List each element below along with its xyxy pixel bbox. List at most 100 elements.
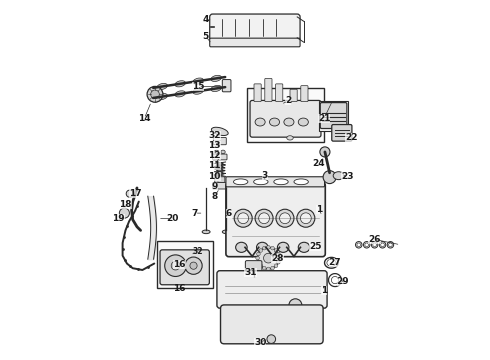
Ellipse shape bbox=[221, 150, 225, 154]
FancyBboxPatch shape bbox=[290, 89, 297, 102]
Text: 19: 19 bbox=[112, 214, 124, 223]
Ellipse shape bbox=[270, 118, 280, 126]
Ellipse shape bbox=[298, 242, 310, 252]
Text: 28: 28 bbox=[271, 254, 284, 263]
Text: 26: 26 bbox=[368, 235, 381, 244]
Ellipse shape bbox=[294, 179, 308, 185]
FancyBboxPatch shape bbox=[160, 250, 209, 285]
Circle shape bbox=[276, 252, 280, 256]
Circle shape bbox=[271, 266, 274, 270]
Text: 11: 11 bbox=[208, 161, 220, 171]
Text: 16: 16 bbox=[173, 284, 186, 293]
FancyBboxPatch shape bbox=[226, 177, 324, 187]
Circle shape bbox=[387, 242, 393, 248]
FancyBboxPatch shape bbox=[254, 84, 261, 102]
Text: 17: 17 bbox=[129, 189, 142, 198]
Circle shape bbox=[165, 255, 186, 276]
Circle shape bbox=[147, 86, 163, 102]
Text: 8: 8 bbox=[211, 192, 218, 201]
Circle shape bbox=[259, 213, 270, 224]
Circle shape bbox=[323, 171, 336, 184]
Text: 6: 6 bbox=[226, 209, 232, 217]
Text: 7: 7 bbox=[192, 209, 198, 217]
Ellipse shape bbox=[193, 78, 203, 84]
Circle shape bbox=[120, 208, 129, 218]
Ellipse shape bbox=[236, 242, 247, 252]
Text: 13: 13 bbox=[208, 141, 220, 150]
Text: 32: 32 bbox=[208, 131, 220, 140]
Ellipse shape bbox=[211, 127, 228, 135]
Circle shape bbox=[259, 264, 263, 267]
Circle shape bbox=[256, 256, 259, 260]
Circle shape bbox=[300, 213, 311, 224]
Text: 32: 32 bbox=[192, 248, 203, 256]
Text: 25: 25 bbox=[309, 242, 321, 251]
Ellipse shape bbox=[175, 91, 186, 97]
Text: 22: 22 bbox=[345, 134, 357, 143]
Text: 5: 5 bbox=[202, 32, 209, 41]
Ellipse shape bbox=[255, 118, 265, 126]
Ellipse shape bbox=[157, 94, 168, 100]
Text: 3: 3 bbox=[262, 171, 268, 180]
Text: 31: 31 bbox=[244, 268, 257, 277]
Circle shape bbox=[277, 256, 281, 260]
Ellipse shape bbox=[215, 150, 219, 154]
Ellipse shape bbox=[287, 136, 293, 140]
Circle shape bbox=[274, 264, 278, 267]
Circle shape bbox=[267, 246, 270, 249]
FancyBboxPatch shape bbox=[217, 271, 327, 308]
Text: 9: 9 bbox=[211, 182, 218, 191]
Circle shape bbox=[276, 209, 294, 227]
Circle shape bbox=[264, 253, 273, 263]
Text: 18: 18 bbox=[119, 200, 132, 209]
Text: 1: 1 bbox=[316, 205, 322, 214]
Text: 23: 23 bbox=[342, 172, 354, 181]
Circle shape bbox=[151, 90, 159, 99]
FancyBboxPatch shape bbox=[213, 138, 226, 145]
Circle shape bbox=[234, 209, 252, 227]
FancyBboxPatch shape bbox=[320, 103, 347, 129]
Ellipse shape bbox=[284, 118, 294, 126]
Circle shape bbox=[258, 247, 279, 269]
FancyBboxPatch shape bbox=[250, 100, 321, 137]
Circle shape bbox=[297, 209, 315, 227]
Bar bbox=[157, 241, 213, 288]
Circle shape bbox=[364, 242, 370, 248]
Circle shape bbox=[356, 242, 362, 248]
FancyBboxPatch shape bbox=[226, 183, 325, 257]
Text: 16: 16 bbox=[173, 260, 186, 269]
Ellipse shape bbox=[333, 172, 344, 180]
FancyBboxPatch shape bbox=[332, 125, 352, 141]
Bar bbox=[319, 101, 348, 131]
Circle shape bbox=[257, 260, 260, 264]
Circle shape bbox=[276, 260, 280, 264]
Ellipse shape bbox=[298, 118, 308, 126]
Ellipse shape bbox=[211, 85, 221, 91]
Circle shape bbox=[274, 249, 278, 252]
Ellipse shape bbox=[254, 179, 268, 185]
Ellipse shape bbox=[233, 179, 248, 185]
Circle shape bbox=[320, 147, 330, 157]
Circle shape bbox=[389, 243, 392, 247]
FancyBboxPatch shape bbox=[301, 86, 308, 102]
Text: 10: 10 bbox=[208, 172, 220, 181]
Circle shape bbox=[379, 242, 386, 248]
Text: 27: 27 bbox=[329, 258, 342, 266]
FancyBboxPatch shape bbox=[213, 183, 227, 189]
FancyBboxPatch shape bbox=[210, 14, 300, 41]
Circle shape bbox=[190, 262, 197, 269]
Circle shape bbox=[365, 243, 368, 247]
Circle shape bbox=[238, 213, 248, 224]
Text: 30: 30 bbox=[254, 338, 266, 347]
Text: 12: 12 bbox=[208, 152, 220, 161]
Circle shape bbox=[259, 249, 263, 252]
FancyBboxPatch shape bbox=[265, 78, 272, 102]
Circle shape bbox=[280, 213, 291, 224]
FancyBboxPatch shape bbox=[275, 84, 283, 102]
Ellipse shape bbox=[257, 242, 268, 252]
Circle shape bbox=[267, 267, 270, 271]
FancyBboxPatch shape bbox=[220, 305, 323, 344]
Ellipse shape bbox=[211, 75, 221, 81]
FancyBboxPatch shape bbox=[215, 177, 225, 183]
Circle shape bbox=[271, 246, 274, 250]
